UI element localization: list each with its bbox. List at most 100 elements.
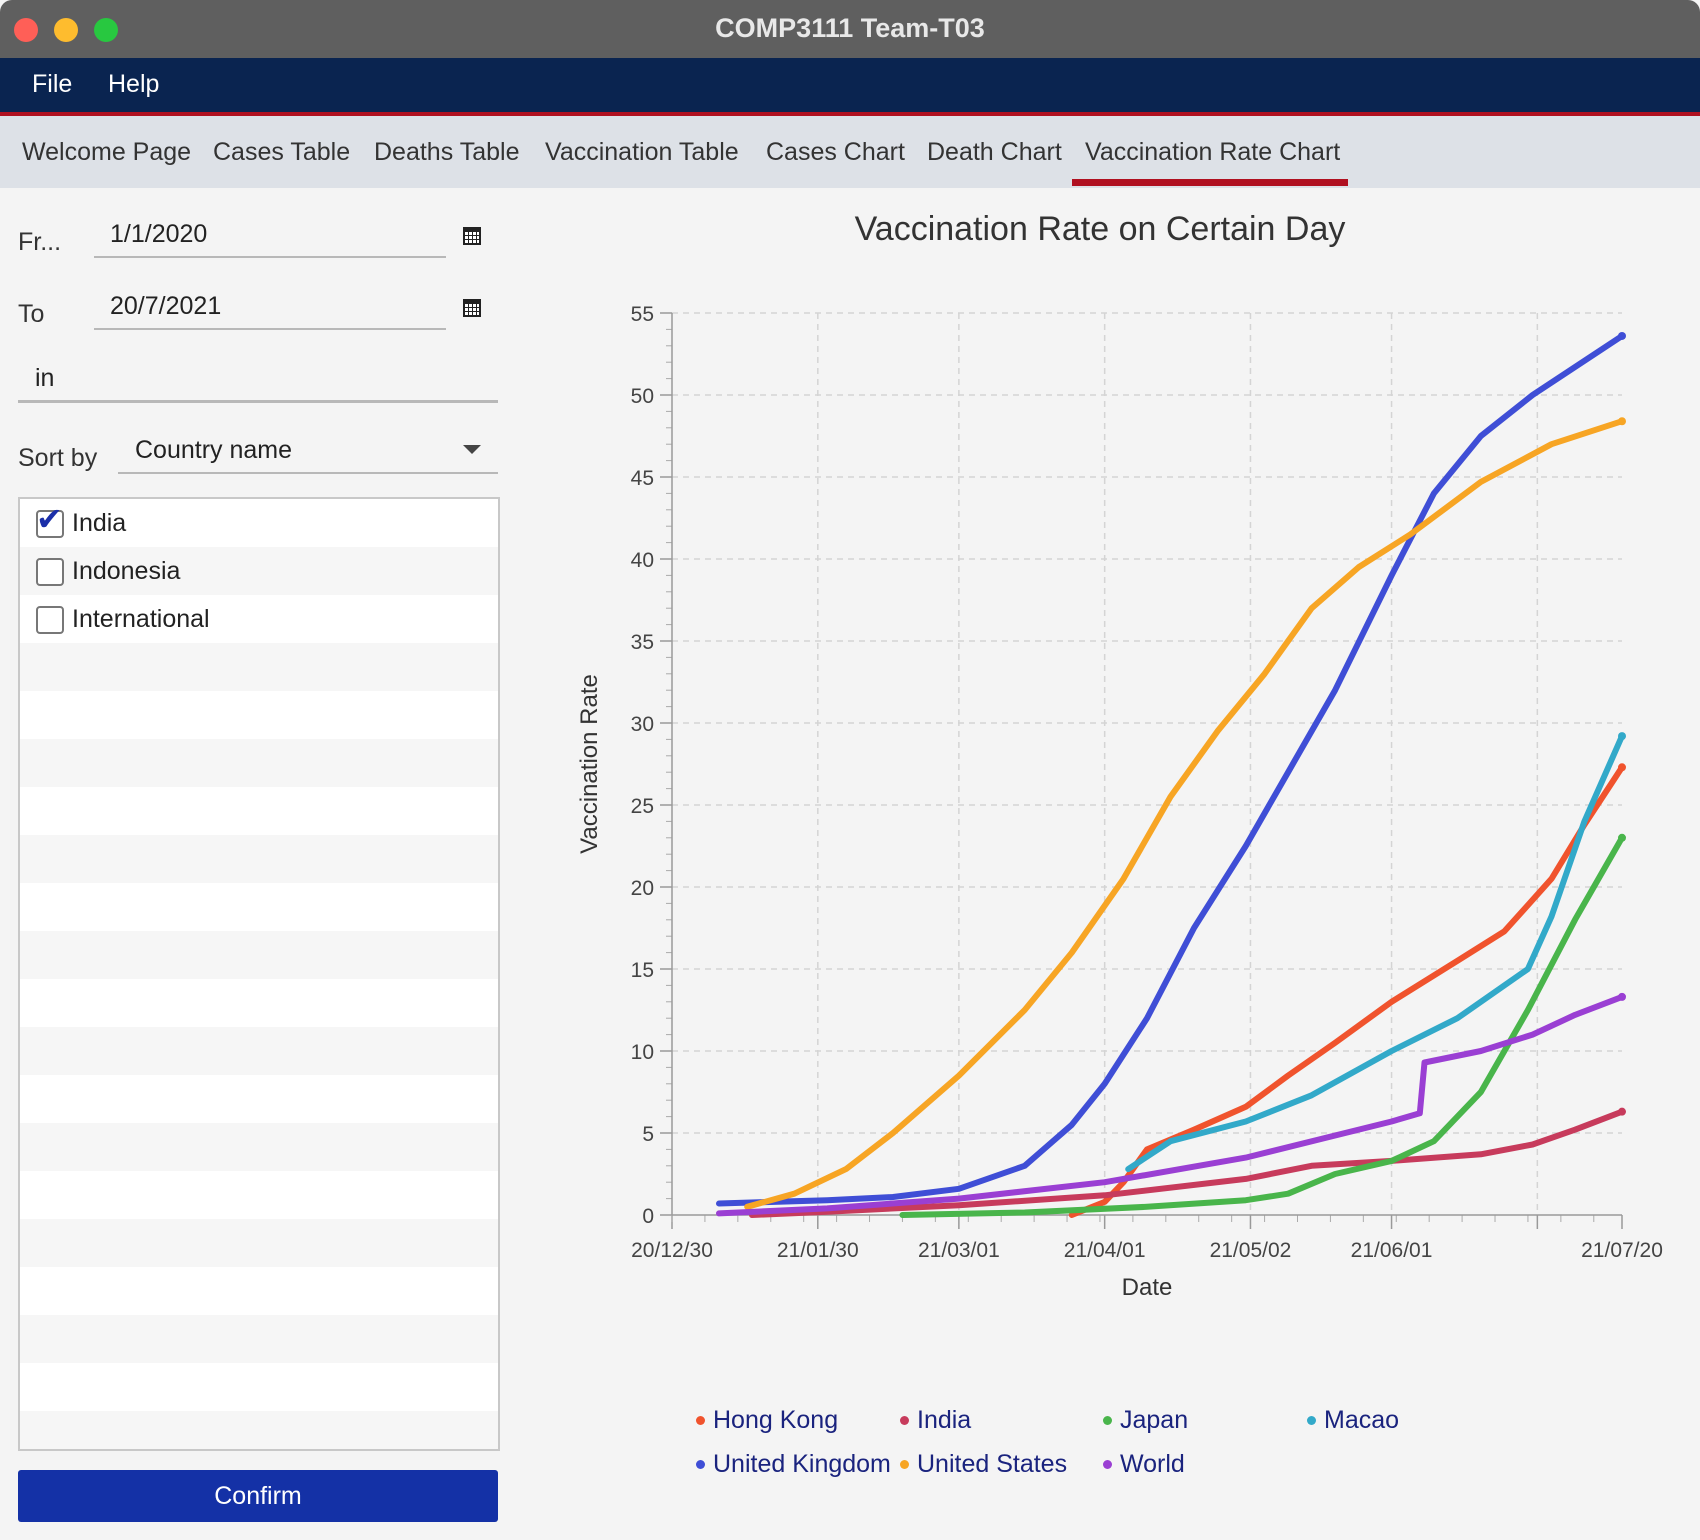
close-window-button[interactable]: [14, 18, 38, 42]
calendar-icon[interactable]: [463, 299, 481, 317]
from-date-underline: [94, 256, 446, 258]
country-checkbox[interactable]: [36, 606, 64, 634]
series-end-point: [1618, 992, 1626, 1001]
from-date-field[interactable]: 1/1/2020: [110, 220, 208, 248]
tab-deaths-table[interactable]: Deaths Table: [374, 138, 520, 166]
y-tick-label: 5: [642, 1123, 654, 1146]
sort-underline: [118, 472, 498, 474]
empty-list-row: [20, 979, 498, 1027]
chart-plot: 0 5 10 15 20 25 30 35 40 45 50 55 20/12/30 21/01/30 21…: [576, 303, 1663, 1301]
chevron-down-icon[interactable]: [463, 445, 481, 454]
series-line-world: [716, 993, 1625, 1217]
to-label: To: [18, 300, 45, 328]
y-tick-label: 30: [631, 713, 654, 736]
from-label: Fr...: [18, 228, 62, 256]
x-tick-label: 21/05/02: [1210, 1239, 1292, 1262]
to-date-underline: [94, 328, 446, 330]
legend-item: World: [1103, 1449, 1185, 1479]
minimize-window-button[interactable]: [54, 18, 78, 42]
tab-cases-chart[interactable]: Cases Chart: [766, 138, 905, 166]
tab-death-chart[interactable]: Death Chart: [927, 138, 1062, 166]
series-end-point: [1618, 732, 1626, 741]
legend-marker: [696, 1415, 705, 1425]
menu-bar: File Help: [0, 58, 1700, 116]
y-tick-label: 55: [631, 303, 654, 326]
empty-list-row: [20, 1267, 498, 1315]
y-tick-label: 40: [631, 549, 654, 572]
legend-item: United States: [900, 1449, 1067, 1479]
active-tab-indicator: [1072, 179, 1348, 186]
y-tick-label: 20: [631, 877, 654, 900]
series-line-united-kingdom: [716, 333, 1625, 1207]
country-label: India: [72, 509, 127, 537]
y-tick-label: 0: [642, 1205, 654, 1228]
empty-list-row: [20, 883, 498, 931]
y-tick-label: 50: [631, 385, 654, 408]
empty-list-row: [20, 1411, 498, 1449]
maximize-window-button[interactable]: [94, 18, 118, 42]
empty-list-row: [20, 1315, 498, 1363]
legend-label: Macao: [1324, 1405, 1400, 1434]
empty-list-row: [20, 1027, 498, 1075]
calendar-icon[interactable]: [463, 227, 481, 245]
legend-marker: [696, 1459, 705, 1469]
series-line-india: [749, 1108, 1625, 1218]
series-end-point: [1618, 833, 1626, 842]
list-item[interactable]: International: [20, 595, 498, 643]
legend-label: United Kingdom: [713, 1449, 891, 1478]
y-tick-label: 10: [631, 1041, 654, 1064]
country-checkbox[interactable]: ✔: [36, 501, 64, 538]
y-axis-label: Vaccination Rate: [576, 674, 603, 854]
legend-item: Hong Kong: [696, 1405, 838, 1435]
sort-select[interactable]: Country name: [135, 436, 293, 464]
series-end-point: [1618, 331, 1626, 340]
empty-list-row: [20, 739, 498, 787]
sort-by-label: Sort by: [18, 444, 98, 472]
x-tick-label: 21/07/20: [1581, 1239, 1663, 1262]
legend-item: India: [900, 1405, 971, 1435]
title-bar: COMP3111 Team-T03: [0, 0, 1700, 59]
legend-marker: [900, 1459, 909, 1469]
legend-label: Hong Kong: [713, 1405, 839, 1434]
x-tick-label: 21/01/30: [777, 1239, 859, 1262]
country-checkbox[interactable]: [36, 558, 64, 586]
tab-vaccination-rate-chart[interactable]: Vaccination Rate Chart: [1085, 138, 1341, 166]
series-line-macao: [1125, 733, 1625, 1173]
series-end-point: [1618, 1107, 1626, 1116]
empty-list-row: [20, 1171, 498, 1219]
empty-list-row: [20, 835, 498, 883]
chart-title: Vaccination Rate on Certain Day: [854, 210, 1346, 248]
legend-item: Macao: [1307, 1405, 1399, 1435]
x-tick-label: 20/12/30: [631, 1239, 713, 1262]
x-tick-label: 21/06/01: [1351, 1239, 1433, 1262]
menu-help[interactable]: Help: [108, 70, 160, 98]
empty-list-row: [20, 1363, 498, 1411]
search-underline: [18, 400, 498, 403]
legend-label: India: [917, 1405, 972, 1434]
empty-list-row: [20, 643, 498, 691]
series-line-japan: [899, 834, 1625, 1218]
empty-list-row: [20, 931, 498, 979]
list-item[interactable]: ✔ India: [20, 499, 498, 547]
series-line-united-states: [744, 418, 1625, 1210]
confirm-button[interactable]: Confirm: [18, 1470, 498, 1522]
y-tick-label: 45: [631, 467, 654, 490]
to-date-field[interactable]: 20/7/2021: [110, 292, 222, 320]
search-input[interactable]: in: [35, 364, 55, 392]
tab-welcome-page[interactable]: Welcome Page: [22, 138, 192, 166]
series-end-point: [1618, 417, 1626, 426]
x-tick-label: 21/03/01: [918, 1239, 1000, 1262]
list-item[interactable]: Indonesia: [20, 547, 498, 595]
x-axis-label: Date: [1122, 1274, 1173, 1301]
legend-label: Japan: [1120, 1405, 1189, 1434]
tab-cases-table[interactable]: Cases Table: [213, 138, 351, 166]
menu-file[interactable]: File: [32, 70, 73, 98]
y-tick-label: 35: [631, 631, 654, 654]
tab-vaccination-table[interactable]: Vaccination Table: [545, 138, 739, 166]
x-tick-label: 21/04/01: [1064, 1239, 1146, 1262]
country-list[interactable]: ✔ India Indonesia International: [18, 497, 500, 1451]
window-title: COMP3111 Team-T03: [715, 13, 985, 43]
empty-list-row: [20, 691, 498, 739]
legend-item: United Kingdom: [696, 1449, 891, 1479]
